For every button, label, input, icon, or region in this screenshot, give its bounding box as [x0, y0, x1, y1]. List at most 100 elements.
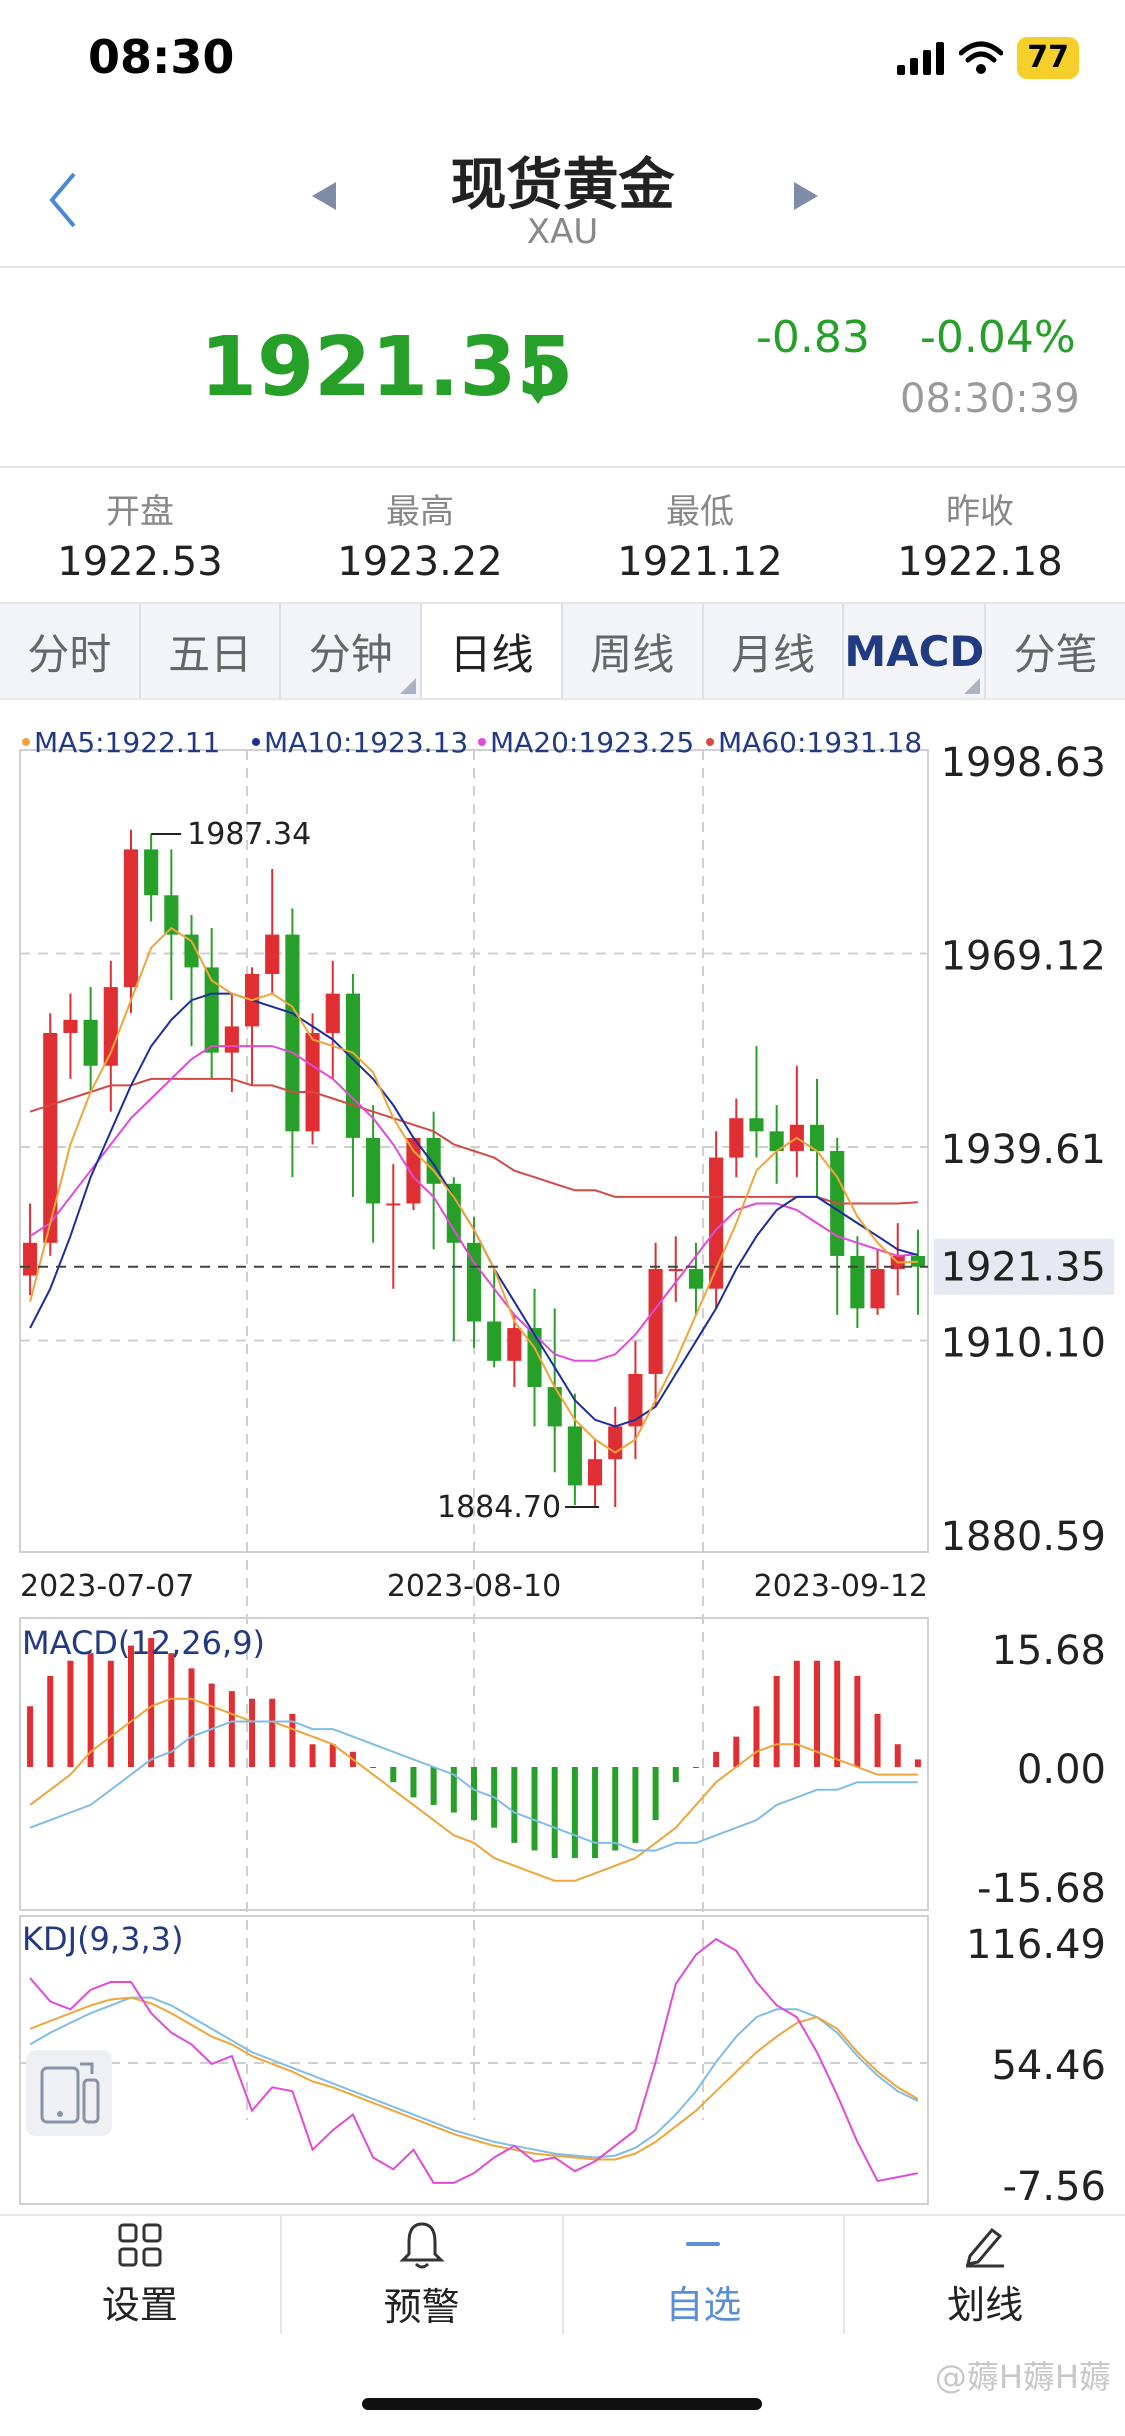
settings-button[interactable]: 设置: [0, 2216, 282, 2334]
macd-bar: [612, 1767, 619, 1851]
dash-icon: [686, 2241, 721, 2246]
macd-bar: [370, 1767, 377, 1768]
candlestick-chart[interactable]: 1998.63 1969.12 1939.61 1910.10 1880.59 1921.…: [0, 710, 1125, 2210]
candle-body: [688, 1269, 704, 1289]
next-instrument-icon[interactable]: [788, 178, 824, 214]
status-icons: 77: [897, 36, 1079, 80]
macd-bar: [188, 1668, 195, 1767]
stat-label: 昨收: [946, 492, 1014, 532]
tab-five-day[interactable]: 五日: [141, 604, 282, 698]
macd-bar: [450, 1767, 457, 1813]
kdj-tick-label: -7.56: [1003, 2164, 1107, 2210]
macd-bar: [773, 1675, 780, 1767]
candle-body: [709, 1157, 724, 1289]
macd-bar: [894, 1744, 901, 1767]
macd-bar: [632, 1767, 639, 1843]
candle-body: [204, 967, 219, 1053]
signal-icon: [897, 42, 945, 75]
candle-body: [345, 993, 360, 1138]
macd-bar: [753, 1706, 760, 1767]
macd-bar: [914, 1759, 921, 1767]
candle-body: [305, 1032, 320, 1132]
macd-bar: [854, 1675, 861, 1767]
macd-bar: [148, 1637, 155, 1767]
candle-body: [648, 1269, 663, 1374]
draw-line-button[interactable]: 划线: [845, 2216, 1125, 2334]
candle-body: [123, 849, 139, 988]
alert-button[interactable]: 预警: [282, 2216, 564, 2334]
y-tick-label: 1998.63: [941, 740, 1106, 786]
legend-dot: [252, 738, 260, 746]
stat-open: 开盘 1922.53: [0, 484, 280, 585]
y-tick-label: 1939.61: [941, 1127, 1106, 1173]
candle-body: [809, 1124, 825, 1151]
tab-label: 分时: [27, 629, 112, 679]
macd-bar: [592, 1767, 599, 1859]
tab-monthly[interactable]: 月线: [704, 604, 845, 698]
legend-dot: [22, 738, 30, 746]
macd-bar: [652, 1767, 659, 1821]
ma-legend-label: MA60:1931.18: [718, 726, 922, 759]
macd-bar: [47, 1675, 54, 1767]
status-time: 08:30: [88, 30, 235, 84]
x-tick-label: 2023-07-07: [20, 1569, 194, 1604]
stat-value: 1922.18: [897, 539, 1063, 585]
tab-label: 分笔: [1013, 629, 1098, 679]
tab-label: 日线: [449, 629, 534, 679]
low-annotation: 1884.70: [437, 1490, 561, 1525]
macd-tick-label: 15.68: [991, 1628, 1106, 1674]
y-tick-label: 1910.10: [941, 1321, 1106, 1367]
watchlist-button[interactable]: 自选: [564, 2216, 846, 2334]
tab-ticks[interactable]: 分笔: [986, 604, 1125, 698]
candle-body: [608, 1426, 623, 1460]
rotate-screen-button[interactable]: [26, 2050, 112, 2136]
current-price-tag-label: 1921.35: [941, 1245, 1106, 1291]
dropdown-corner-icon: [964, 678, 981, 694]
back-icon[interactable]: [40, 160, 90, 240]
divider: [0, 266, 1125, 268]
page-subtitle: XAU: [526, 212, 599, 252]
macd-title: MACD(12,26,9): [22, 1624, 265, 1662]
kdj-k-line: [29, 1996, 919, 2161]
bell-icon: [399, 2221, 445, 2268]
tab-minute[interactable]: 分钟: [281, 604, 423, 698]
y-tick-label: 1880.59: [941, 1514, 1106, 1560]
alert-label: 预警: [383, 2284, 460, 2329]
candle-body: [870, 1269, 885, 1309]
macd-bar: [814, 1660, 821, 1767]
tab-weekly[interactable]: 周线: [563, 604, 704, 698]
prev-instrument-icon[interactable]: [306, 178, 342, 214]
macd-bar: [208, 1683, 215, 1767]
kdj-j-line: [29, 1937, 919, 2184]
draw-line-label: 划线: [947, 2282, 1024, 2327]
legend-dot: [706, 738, 714, 746]
tab-label: MACD: [844, 626, 985, 676]
tab-timeshare[interactable]: 分时: [0, 604, 141, 698]
pen-icon: [966, 2227, 1005, 2267]
ma-legend-label: MA20:1923.25: [490, 726, 694, 759]
grid-icon: [118, 2223, 162, 2266]
macd-bar: [289, 1713, 296, 1767]
kdj-tick-label: 54.46: [991, 2043, 1106, 2089]
ma20-line: [29, 1045, 918, 1362]
x-tick-label: 2023-08-10: [387, 1569, 561, 1604]
stat-value: 1921.12: [617, 539, 783, 585]
kdj-d-line: [29, 1996, 919, 2159]
candle-body: [23, 1242, 38, 1276]
tab-indicator[interactable]: MACD: [844, 604, 987, 698]
candle-body: [164, 895, 179, 935]
macd-bar: [571, 1767, 578, 1859]
tab-daily[interactable]: 日线: [422, 604, 563, 698]
settings-label: 设置: [101, 2282, 178, 2327]
down-arrow-icon: [524, 358, 552, 404]
macd-bar: [672, 1767, 679, 1783]
macd-bar: [410, 1767, 417, 1798]
stat-label: 最高: [386, 492, 454, 532]
candle-body: [446, 1183, 461, 1243]
candle-body: [224, 1026, 239, 1053]
candle-body: [487, 1321, 502, 1361]
macd-bar: [511, 1767, 518, 1843]
macd-bar: [390, 1767, 397, 1783]
macd-bar: [168, 1653, 175, 1767]
ma60-line: [29, 1077, 918, 1205]
